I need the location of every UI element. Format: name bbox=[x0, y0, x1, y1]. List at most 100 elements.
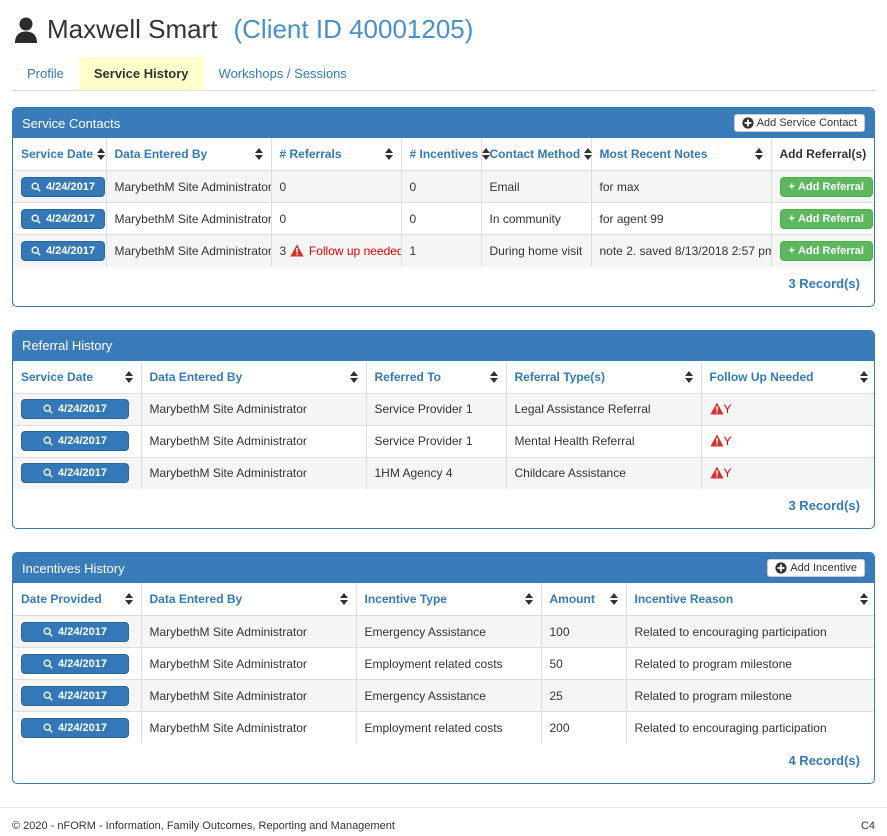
incentive-type-cell: Employment related costs bbox=[356, 711, 542, 744]
view-incentive-button[interactable]: 4/24/2017 bbox=[21, 685, 129, 706]
incentive-reason-cell: Related to program milestone bbox=[626, 679, 874, 712]
incentives-history-heading: Incentives History Add Incentive bbox=[13, 553, 874, 583]
incentives-history-panel: Incentives History Add Incentive Date Pr… bbox=[12, 552, 875, 784]
client-id: (Client ID 40001205) bbox=[233, 14, 474, 44]
view-service-contact-button[interactable]: 4/24/2017 bbox=[21, 176, 105, 197]
col-data-entered-by[interactable]: Data Entered By bbox=[141, 583, 357, 616]
tab-profile[interactable]: Profile bbox=[27, 66, 64, 81]
warning-triangle-icon bbox=[709, 402, 724, 415]
entered-by-cell: MarybethM Site Administrator bbox=[141, 679, 357, 712]
col-referral-types[interactable]: Referral Type(s) bbox=[506, 360, 702, 394]
incentive-reason-cell: Related to encouraging participation bbox=[626, 711, 874, 744]
col-service-date[interactable]: Service Date bbox=[13, 138, 107, 171]
col-follow-up-needed[interactable]: Follow Up Needed bbox=[701, 360, 874, 394]
col-incentive-reason[interactable]: Incentive Reason bbox=[626, 583, 874, 616]
add-referral-button[interactable]: + Add Referral bbox=[779, 176, 873, 197]
col-date-provided[interactable]: Date Provided bbox=[13, 583, 142, 616]
magnifier-icon bbox=[43, 723, 53, 733]
add-service-contact-button[interactable]: Add Service Contact bbox=[733, 114, 865, 132]
referral-type-cell: Childcare Assistance bbox=[506, 456, 702, 489]
entered-by-cell: MarybethM Site Administrator bbox=[141, 424, 367, 457]
tab-bar: Profile Service History Workshops / Sess… bbox=[12, 57, 875, 91]
tab-service-history[interactable]: Service History bbox=[78, 57, 204, 90]
view-service-contact-button[interactable]: 4/24/2017 bbox=[21, 240, 105, 261]
referral-history-heading: Referral History bbox=[13, 330, 874, 361]
entered-by-cell: MarybethM Site Administrator bbox=[106, 170, 272, 203]
col-data-entered-by[interactable]: Data Entered By bbox=[106, 138, 272, 171]
view-incentive-button[interactable]: 4/24/2017 bbox=[21, 621, 129, 642]
incentives-cell: 1 bbox=[401, 234, 482, 267]
table-row: 4/24/2017 MarybethM Site Administrator S… bbox=[13, 424, 874, 457]
follow-up-cell: Y bbox=[701, 456, 874, 489]
magnifier-icon bbox=[43, 659, 53, 669]
table-row: 4/24/2017 MarybethM Site Administrator 1… bbox=[13, 456, 874, 489]
table-row: 4/24/2017 MarybethM Site Administrator E… bbox=[13, 711, 874, 744]
amount-cell: 200 bbox=[541, 711, 627, 744]
incentive-type-cell: Emergency Assistance bbox=[356, 615, 542, 648]
sort-icon bbox=[754, 148, 763, 160]
amount-cell: 100 bbox=[541, 615, 627, 648]
record-count: 4 Record(s) bbox=[788, 752, 860, 768]
sort-icon bbox=[482, 148, 491, 160]
referral-type-cell: Legal Assistance Referral bbox=[506, 392, 702, 425]
magnifier-icon bbox=[43, 436, 53, 446]
referrals-cell: 3 Follow up needed bbox=[271, 234, 402, 267]
notes-cell: for agent 99 bbox=[591, 202, 772, 235]
col-service-date[interactable]: Service Date bbox=[13, 360, 142, 394]
view-incentive-button[interactable]: 4/24/2017 bbox=[21, 653, 129, 674]
sort-icon bbox=[684, 370, 693, 383]
service-contacts-title: Service Contacts bbox=[22, 115, 121, 131]
sort-icon bbox=[349, 370, 358, 383]
record-count: 3 Record(s) bbox=[788, 275, 860, 291]
client-name: Maxwell Smart bbox=[47, 14, 218, 44]
view-referral-button[interactable]: 4/24/2017 bbox=[21, 399, 129, 419]
add-referral-button[interactable]: + Add Referral bbox=[779, 240, 873, 261]
footer-copyright: © 2020 - nFORM - Information, Family Out… bbox=[12, 819, 395, 832]
sort-icon bbox=[97, 148, 106, 160]
entered-by-cell: MarybethM Site Administrator bbox=[106, 234, 272, 267]
sort-icon bbox=[860, 593, 868, 605]
referral-history-table: Service Date Data Entered By Referred To… bbox=[13, 360, 874, 489]
warning-triangle-icon bbox=[709, 434, 724, 447]
view-service-contact-button[interactable]: 4/24/2017 bbox=[21, 208, 105, 229]
sort-icon bbox=[124, 370, 133, 383]
footer-version: C4 bbox=[860, 819, 875, 832]
incentives-cell: 0 bbox=[401, 202, 482, 235]
sort-icon bbox=[524, 593, 533, 605]
view-incentive-button[interactable]: 4/24/2017 bbox=[21, 717, 129, 738]
col-most-recent-notes[interactable]: Most Recent Notes bbox=[591, 138, 772, 171]
tab-workshops-sessions[interactable]: Workshops / Sessions bbox=[218, 66, 347, 81]
entered-by-cell: MarybethM Site Administrator bbox=[141, 392, 367, 425]
record-count: 3 Record(s) bbox=[788, 498, 860, 513]
view-referral-button[interactable]: 4/24/2017 bbox=[21, 431, 129, 451]
col-num-incentives[interactable]: # Incentives bbox=[401, 138, 491, 171]
table-row: 4/24/2017 MarybethM Site Administrator 0… bbox=[13, 170, 874, 203]
contact-method-cell: Email bbox=[481, 170, 592, 203]
col-data-entered-by[interactable]: Data Entered By bbox=[141, 360, 367, 394]
plus-circle-icon bbox=[742, 117, 754, 129]
warning-triangle-icon bbox=[289, 244, 304, 257]
col-amount[interactable]: Amount bbox=[541, 583, 627, 616]
add-referral-button[interactable]: + Add Referral bbox=[779, 208, 873, 229]
col-referred-to[interactable]: Referred To bbox=[366, 360, 507, 394]
service-contacts-heading: Service Contacts Add Service Contact bbox=[13, 108, 874, 138]
table-row: 4/24/2017 MarybethM Site Administrator E… bbox=[13, 615, 874, 648]
referrals-cell: 0 bbox=[271, 202, 402, 235]
referrals-cell: 0 bbox=[271, 170, 402, 203]
view-referral-button[interactable]: 4/24/2017 bbox=[21, 463, 129, 484]
referral-history-title: Referral History bbox=[22, 338, 113, 353]
followup-warning-text: Follow up needed bbox=[308, 243, 401, 258]
incentives-cell: 0 bbox=[401, 170, 482, 203]
col-contact-method[interactable]: Contact Method bbox=[481, 138, 593, 171]
sort-icon bbox=[384, 148, 393, 160]
table-row: 4/24/2017 MarybethM Site Administrator 0… bbox=[13, 202, 874, 235]
person-icon bbox=[15, 17, 37, 43]
col-num-referrals[interactable]: # Referrals bbox=[271, 138, 402, 171]
plus-circle-icon bbox=[775, 562, 787, 574]
sort-icon bbox=[584, 148, 593, 160]
add-incentive-button[interactable]: Add Incentive bbox=[767, 559, 865, 577]
table-row: 4/24/2017 MarybethM Site Administrator E… bbox=[13, 679, 874, 712]
col-add-referrals: Add Referral(s) bbox=[771, 138, 874, 171]
footer: © 2020 - nFORM - Information, Family Out… bbox=[0, 806, 887, 832]
col-incentive-type[interactable]: Incentive Type bbox=[356, 583, 542, 616]
